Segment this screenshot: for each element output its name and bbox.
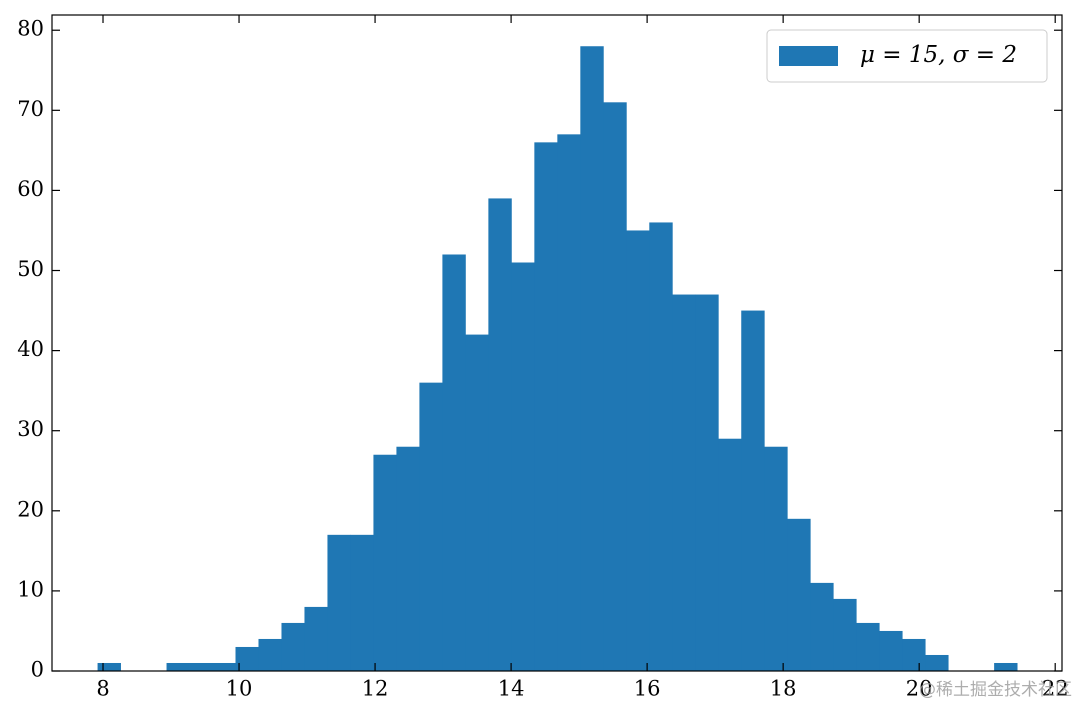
y-tick-label: 20 [17, 497, 44, 521]
bar [396, 446, 420, 671]
bar [672, 294, 696, 671]
x-tick-label: 14 [498, 677, 525, 701]
bar [97, 662, 121, 671]
bar [649, 222, 673, 671]
bar [902, 638, 926, 671]
bar [442, 254, 466, 671]
bar [764, 446, 788, 671]
bar [281, 622, 305, 671]
bar [626, 230, 650, 671]
bar [925, 654, 949, 671]
plot-frame [51, 14, 1063, 672]
bar [419, 382, 443, 671]
watermark: @稀土掘金技术社区 [919, 680, 1072, 700]
x-tick-label: 12 [362, 677, 389, 701]
legend-box [766, 29, 1048, 83]
y-tick-label: 60 [17, 177, 44, 201]
x-tick-label: 22 [1042, 677, 1069, 701]
bar [741, 310, 765, 671]
bar [580, 46, 604, 671]
y-tick-label: 80 [17, 17, 44, 41]
bar [373, 454, 397, 671]
bar [511, 262, 535, 671]
x-tick-label: 8 [96, 677, 109, 701]
legend-swatch [779, 46, 838, 66]
bar [856, 622, 880, 671]
bar [488, 198, 512, 671]
bar [603, 102, 627, 672]
bar [166, 662, 190, 671]
bar [557, 134, 581, 671]
bar [534, 142, 558, 671]
y-tick-label: 50 [17, 257, 44, 281]
bar [833, 598, 857, 671]
bar [994, 662, 1018, 671]
bar [695, 294, 719, 671]
x-tick-label: 16 [634, 677, 661, 701]
y-tick-label: 10 [17, 577, 44, 601]
x-tick-label: 18 [770, 677, 797, 701]
x-tick-label: 10 [226, 677, 253, 701]
bar [465, 334, 489, 671]
bar [304, 606, 328, 671]
y-tick-label: 70 [17, 97, 44, 121]
bar [258, 638, 282, 671]
bar [879, 630, 903, 671]
y-tick-label: 40 [17, 337, 44, 361]
y-tick-label: 0 [31, 658, 44, 682]
legend-label: μ = 15, σ = 2 [860, 42, 1017, 68]
bar [718, 438, 742, 671]
x-tick-label: 20 [906, 677, 933, 701]
bar [235, 646, 259, 671]
bar [212, 662, 236, 671]
bar [787, 518, 811, 671]
bar [350, 534, 374, 671]
bar [189, 662, 213, 671]
y-tick-label: 30 [17, 417, 44, 441]
bar [327, 534, 351, 671]
bar [810, 582, 834, 671]
